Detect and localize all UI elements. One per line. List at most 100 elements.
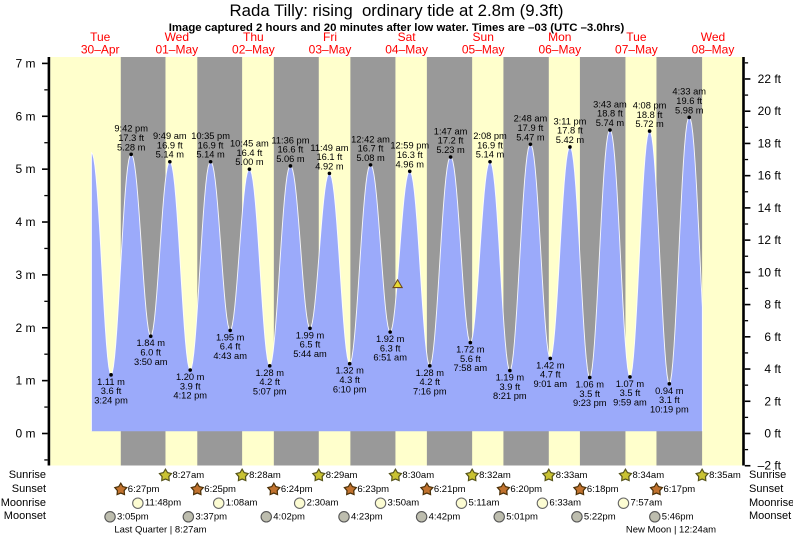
low-tide-label: 6.4 ft <box>220 342 241 352</box>
low-tide-label: 5.6 ft <box>460 354 481 364</box>
right-axis-minor-tick <box>744 448 749 451</box>
right-axis-tick-label: 14 ft <box>758 201 782 215</box>
left-axis-tick <box>42 62 48 65</box>
high-tide-label: 16.9 ft <box>157 140 183 150</box>
right-axis-tick-label: 0 ft <box>764 427 781 441</box>
low-tide-dot <box>587 375 592 380</box>
low-tide-label: 4.7 ft <box>540 370 561 380</box>
left-axis-minor-tick <box>44 353 48 355</box>
day-weekday-label: Tue <box>90 30 111 44</box>
right-axis-minor-tick <box>744 416 749 419</box>
sunset-icon <box>649 482 664 496</box>
right-axis-tick-label: 2 ft <box>764 394 781 408</box>
low-tide-label: 1.72 m <box>456 345 485 355</box>
low-tide-label: 1.20 m <box>176 372 205 382</box>
sunrise-icon <box>541 468 556 482</box>
low-tide-label: 7:58 am <box>454 363 488 373</box>
day-weekday-label: Wed <box>165 30 189 44</box>
high-tide-label: 5.42 m <box>556 135 585 145</box>
low-tide-dot <box>308 326 312 331</box>
low-tide-label: 1.32 m <box>335 366 364 376</box>
low-tide-label: 1.28 m <box>416 368 445 378</box>
low-tide-dot <box>388 330 392 334</box>
high-tide-label: 17.8 ft <box>557 126 583 136</box>
high-tide-label: 9:42 pm <box>114 124 148 134</box>
low-tide-label: 6:51 am <box>373 353 407 363</box>
low-tide-dot <box>267 364 272 368</box>
sunset-icon <box>572 482 587 496</box>
low-tide-label: 4.3 ft <box>339 375 360 385</box>
sunset-icon <box>266 482 281 496</box>
right-axis-tick <box>744 368 751 370</box>
high-tide-dot <box>448 155 453 159</box>
high-tide-dot <box>247 167 252 171</box>
low-tide-dot <box>508 368 512 373</box>
low-tide-label: 9:59 am <box>613 398 647 408</box>
sunrise-time: 8:29am <box>326 470 358 481</box>
left-axis-tick-label: 5 m <box>15 162 35 176</box>
left-axis-tick-label: 3 m <box>15 268 35 282</box>
sunrise-time: 8:27am <box>172 470 204 481</box>
right-axis-minor-tick <box>744 62 749 64</box>
low-tide-dot <box>628 375 632 379</box>
high-tide-label: 9:49 am <box>153 131 187 141</box>
moonset-time: 4:42pm <box>429 511 461 522</box>
high-tide-dot <box>647 129 652 133</box>
sunrise-time: 8:32am <box>479 470 511 481</box>
day-date-label: 03–May <box>309 43 352 57</box>
sunset-icon <box>113 482 128 496</box>
right-axis-minor-tick <box>744 384 749 386</box>
high-tide-dot <box>687 115 692 120</box>
high-tide-label: 5.74 m <box>596 118 625 128</box>
low-tide-label: 3.5 ft <box>620 388 641 398</box>
moonset-icon <box>493 511 505 523</box>
high-tide-label: 19.6 ft <box>676 96 702 106</box>
sunrise-icon <box>618 468 633 482</box>
right-axis-tick <box>744 207 751 209</box>
day-weekday-label: Wed <box>701 30 725 44</box>
day-date-label: 06–May <box>538 43 581 57</box>
day-date-label: 08–May <box>692 43 735 57</box>
moonrise-time: 3:50am <box>388 498 420 509</box>
right-axis-tick <box>744 142 751 145</box>
low-tide-dot <box>228 328 232 333</box>
sunrise-icon <box>158 468 173 482</box>
low-tide-label: 4:12 pm <box>173 391 207 401</box>
day-weekday-label: Tue <box>626 30 647 44</box>
low-tide-label: 1.28 m <box>256 368 285 378</box>
sunrise-time: 8:30am <box>402 470 434 481</box>
high-tide-label: 5.08 m <box>356 153 385 163</box>
high-tide-label: 17.2 ft <box>438 136 464 146</box>
high-tide-label: 5.23 m <box>436 145 465 155</box>
right-axis-tick-label: 20 ft <box>758 104 782 118</box>
right-axis-tick <box>744 110 751 113</box>
moonset-icon <box>104 511 116 523</box>
day-date-label: 04–May <box>385 43 428 57</box>
moonset-row-label-left: Moonset <box>3 510 46 523</box>
left-axis-minor-tick <box>44 89 48 91</box>
low-tide-label: 9:01 am <box>533 379 567 389</box>
right-axis-minor-tick <box>744 126 749 128</box>
right-axis-tick-label: 10 ft <box>758 265 782 279</box>
low-tide-label: 3.9 ft <box>180 381 201 391</box>
high-tide-label: 5.47 m <box>516 132 545 142</box>
low-tide-dot <box>347 361 352 366</box>
low-tide-label: 3.6 ft <box>101 386 122 396</box>
low-tide-label: 4.2 ft <box>259 377 280 387</box>
moonset-icon <box>649 511 661 523</box>
sunset-time: 6:23pm <box>357 484 389 495</box>
right-axis-tick <box>744 400 751 403</box>
low-tide-label: 3.5 ft <box>579 389 600 399</box>
sunset-icon <box>419 482 434 496</box>
sunrise-row-label-left: Sunrise <box>8 469 46 481</box>
sunset-time: 6:18pm <box>587 484 619 495</box>
high-tide-label: 10:45 am <box>230 139 269 149</box>
moonset-time: 5:01pm <box>506 511 538 522</box>
day-weekday-label: Sat <box>398 30 417 44</box>
day-weekday-label: Thu <box>243 30 264 44</box>
left-axis-minor-tick <box>44 300 48 302</box>
chart-subtitle: Image captured 2 hours and 20 minutes af… <box>168 22 625 34</box>
high-tide-label: 4:33 am <box>672 87 706 97</box>
current-tide-marker <box>392 278 404 289</box>
